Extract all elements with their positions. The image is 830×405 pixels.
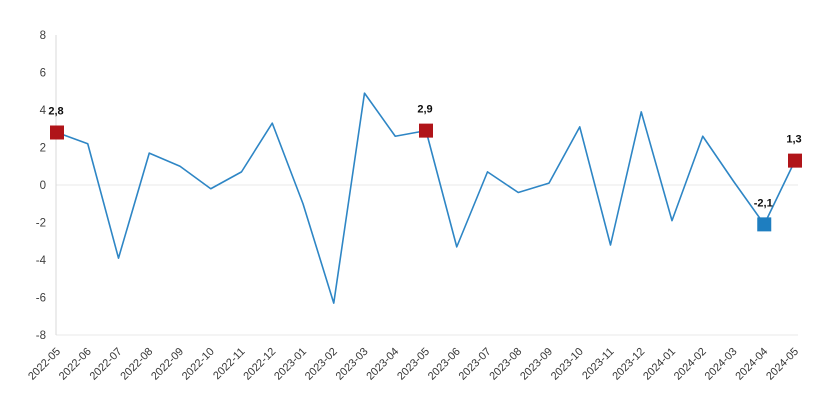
y-axis-tick-label: 0 bbox=[40, 180, 46, 192]
y-axis-tick-label: 4 bbox=[40, 105, 47, 117]
y-axis-tick-label: -4 bbox=[36, 255, 47, 267]
x-axis-tick-label: 2023-12 bbox=[610, 346, 647, 383]
x-axis-tick-label: 2023-07 bbox=[457, 346, 494, 383]
marker-point bbox=[419, 123, 433, 138]
data-label: 2,9 bbox=[417, 104, 432, 116]
x-axis-tick-label: 2022-05 bbox=[26, 346, 63, 383]
x-axis-tick-label: 2022-06 bbox=[57, 346, 94, 383]
y-axis-tick-label: -6 bbox=[36, 293, 46, 305]
x-axis-tick-label: 2024-03 bbox=[703, 346, 740, 383]
y-axis-tick-label: 6 bbox=[40, 68, 46, 80]
x-axis-tick-label: 2023-09 bbox=[518, 346, 555, 383]
y-axis-tick-label: 8 bbox=[40, 30, 46, 42]
x-axis-tick-label: 2022-08 bbox=[118, 346, 155, 383]
x-axis-tick-label: 2023-04 bbox=[364, 346, 401, 383]
x-axis-tick-label: 2022-10 bbox=[180, 346, 217, 383]
x-axis-tick-label: 2024-04 bbox=[733, 346, 770, 383]
x-axis-tick-label: 2023-05 bbox=[395, 346, 432, 383]
y-axis-tick-label: -2 bbox=[36, 218, 46, 230]
x-axis-tick-label: 2024-01 bbox=[641, 346, 678, 383]
x-axis-tick-label: 2023-10 bbox=[549, 346, 586, 383]
marker-point bbox=[757, 217, 772, 232]
x-axis-tick-label: 2023-03 bbox=[334, 346, 371, 383]
x-axis-tick-label: 2022-11 bbox=[211, 346, 247, 382]
x-axis-tick-label: 2022-12 bbox=[241, 346, 278, 383]
x-axis-tick-label: 2022-09 bbox=[149, 346, 186, 383]
data-label: 2,8 bbox=[48, 106, 63, 118]
x-axis-tick-label: 2023-06 bbox=[426, 346, 463, 383]
data-label: -2,1 bbox=[754, 197, 773, 209]
x-axis-tick-label: 2023-08 bbox=[487, 346, 524, 383]
x-axis-tick-label: 2022-07 bbox=[88, 346, 125, 383]
x-axis-tick-label: 2023-02 bbox=[303, 346, 340, 383]
x-axis-tick-label: 2024-02 bbox=[672, 346, 709, 383]
data-label: 1,3 bbox=[786, 134, 801, 146]
y-axis-tick-label: 2 bbox=[40, 143, 46, 155]
x-axis-tick-label: 2023-11 bbox=[580, 346, 616, 382]
x-axis-tick-label: 2024-05 bbox=[764, 346, 801, 383]
x-axis-tick-label: 2023-01 bbox=[272, 346, 309, 383]
marker-point bbox=[50, 125, 64, 140]
y-axis-tick-label: -8 bbox=[36, 330, 46, 342]
marker-point bbox=[788, 153, 802, 168]
